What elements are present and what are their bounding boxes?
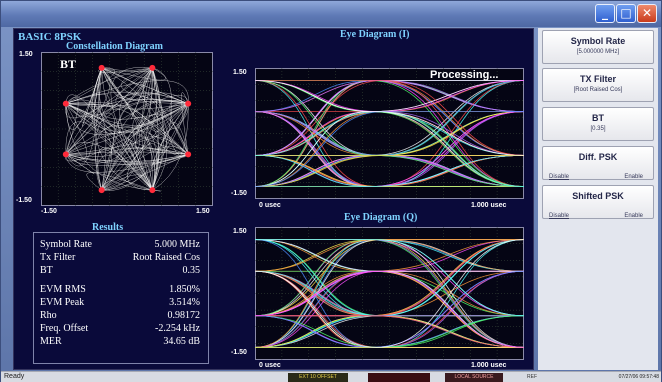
bt-button[interactable]: BT [0.35] (542, 107, 654, 141)
constellation-symbol-point (62, 100, 69, 107)
bt-label: BT (592, 113, 604, 123)
result-label-tx-filter: Tx Filter (40, 252, 76, 263)
constellation-overlay-label: BT (60, 57, 77, 71)
symbol-rate-value: [5.000000 MHz] (576, 49, 620, 55)
shifted-psk-label: Shifted PSK (572, 191, 624, 201)
status-ext-ref: EXT 10 OFFSET (288, 373, 348, 382)
tx-filter-label: TX Filter (579, 74, 616, 84)
result-value-tx-filter: Root Raised Cos (132, 252, 200, 263)
bt-value: [0.35] (590, 126, 606, 132)
constellation-symbols (62, 64, 192, 194)
eye-i-x-right: 1.000 usec (471, 202, 507, 209)
close-icon: ✕ (641, 6, 653, 20)
eye-i-title: Eye Diagram (I) (340, 29, 410, 40)
result-label-mer: MER (40, 336, 62, 347)
result-value-mer: 34.65 dB (163, 336, 200, 347)
eye-i-y-top: 1.50 (233, 69, 247, 76)
result-value-bt: 0.35 (182, 265, 201, 276)
eye-i-traces (255, 80, 524, 187)
processing-status: Processing... (430, 69, 499, 81)
eye-diagram-q-plot (255, 227, 524, 360)
result-value-freq-offset: -2.254 kHz (155, 323, 200, 334)
status-ready-text: Ready (4, 373, 25, 380)
status-datetime: 07/27/06 09:57:48 (618, 374, 659, 380)
shifted-psk-disable-option[interactable]: Disable (549, 213, 570, 219)
status-ref: REF (527, 374, 537, 380)
minimize-button[interactable]: _ (595, 4, 615, 23)
symbol-rate-label: Symbol Rate (570, 36, 626, 46)
constellation-symbol-point (149, 64, 156, 71)
symbol-rate-button[interactable]: Symbol Rate [5.000000 MHz] (542, 30, 654, 64)
eye-q-title: Eye Diagram (Q) (344, 212, 418, 223)
results-panel: Symbol Rate 5.000 MHz Tx Filter Root Rai… (33, 232, 209, 364)
result-value-symbol-rate: 5.000 MHz (154, 239, 200, 250)
status-indicator (368, 373, 430, 382)
results-title: Results (92, 222, 124, 233)
constellation-title: Constellation Diagram (66, 41, 163, 52)
title-bar[interactable]: _ □ ✕ (1, 1, 661, 27)
eye-diagram-i-plot (255, 68, 524, 199)
constellation-plot (41, 52, 213, 206)
constellation-symbol-point (62, 151, 69, 158)
status-source: LOCAL SOURCE (445, 373, 503, 382)
eye-q-traces (255, 239, 524, 348)
result-label-bt: BT (40, 265, 53, 276)
diff-psk-button[interactable]: Diff. PSK Disable Enable (542, 146, 654, 180)
constellation-symbol-point (185, 151, 192, 158)
constellation-symbol-point (185, 100, 192, 107)
shifted-psk-button[interactable]: Shifted PSK Disable Enable (542, 185, 654, 219)
result-label-freq-offset: Freq. Offset (40, 323, 89, 334)
measurement-heading: BASIC 8PSK (18, 31, 82, 43)
shifted-psk-enable-option[interactable]: Enable (624, 213, 643, 219)
maximize-icon: □ (620, 6, 632, 20)
constellation-symbol-point (149, 187, 156, 194)
eye-q-x-left: 0 usec (259, 362, 281, 369)
result-value-rho: 0.98172 (167, 310, 201, 321)
tx-filter-button[interactable]: TX Filter [Root Raised Cos] (542, 68, 654, 102)
eye-q-y-top: 1.50 (233, 228, 247, 235)
diff-psk-label: Diff. PSK (578, 152, 618, 162)
diff-psk-enable-option[interactable]: Enable (624, 174, 643, 180)
result-label-evm-rms: EVM RMS (40, 284, 86, 295)
result-value-evm-peak: 3.514% (169, 297, 200, 308)
maximize-button[interactable]: □ (616, 4, 636, 23)
softkey-panel: Symbol Rate [5.000000 MHz] TX Filter [Ro… (538, 28, 658, 370)
constellation-x-left: -1.50 (41, 208, 57, 215)
eye-q-y-bottom: -1.50 (231, 349, 247, 356)
diff-psk-disable-option[interactable]: Disable (549, 174, 570, 180)
result-value-evm-rms: 1.850% (169, 284, 200, 295)
constellation-y-top: 1.50 (19, 51, 33, 58)
eye-q-grid (255, 227, 524, 360)
eye-i-y-bottom: -1.50 (231, 190, 247, 197)
close-button[interactable]: ✕ (637, 4, 657, 23)
constellation-x-right: 1.50 (196, 208, 210, 215)
result-label-symbol-rate: Symbol Rate (40, 239, 92, 250)
tx-filter-value: [Root Raised Cos] (573, 87, 623, 93)
constellation-frame (41, 52, 213, 206)
result-label-evm-peak: EVM Peak (40, 297, 85, 308)
eye-i-x-left: 0 usec (259, 202, 281, 209)
constellation-symbol-point (98, 187, 105, 194)
measurement-display: BASIC 8PSK Constellation Diagram 1.50 -1… (13, 28, 534, 370)
constellation-symbol-point (98, 64, 105, 71)
minimize-icon: _ (602, 6, 608, 20)
constellation-y-bottom: -1.50 (16, 197, 32, 204)
eye-q-x-right: 1.000 usec (471, 362, 507, 369)
result-label-rho: Rho (40, 310, 57, 321)
status-bar: Ready EXT 10 OFFSET LOCAL SOURCE REF 07/… (1, 371, 661, 382)
